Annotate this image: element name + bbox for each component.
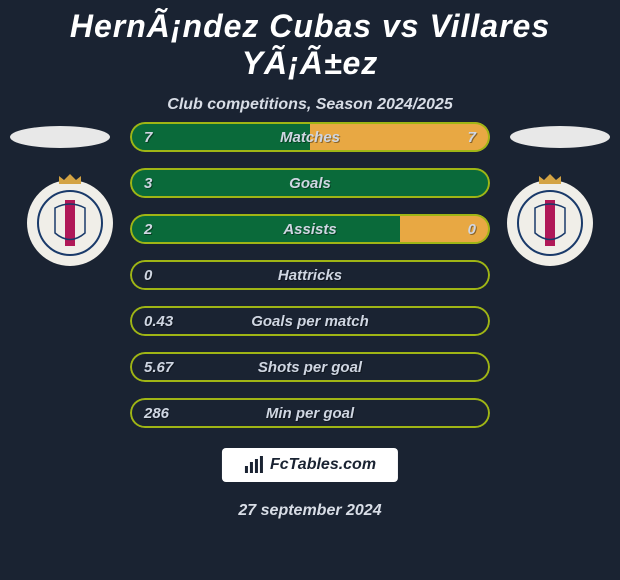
crown-icon bbox=[57, 172, 83, 186]
stat-label: Goals per match bbox=[251, 313, 369, 330]
stat-label: Assists bbox=[283, 221, 336, 238]
stat-row: 3 Goals bbox=[130, 168, 490, 198]
stat-row: 0 Hattricks bbox=[130, 260, 490, 290]
stat-label: Min per goal bbox=[266, 405, 354, 422]
stat-label: Matches bbox=[280, 129, 340, 146]
stat-value-left: 7 bbox=[144, 129, 152, 146]
shield-icon bbox=[35, 188, 105, 258]
stat-row: 5.67 Shots per goal bbox=[130, 352, 490, 382]
stat-label: Hattricks bbox=[278, 267, 342, 284]
stat-bar-right bbox=[400, 214, 490, 244]
stat-value-left: 2 bbox=[144, 221, 152, 238]
branding-badge: FcTables.com bbox=[222, 448, 398, 482]
avatar-left-placeholder bbox=[10, 126, 110, 148]
club-badge-right bbox=[500, 180, 600, 266]
stat-value-right: 0 bbox=[468, 221, 476, 238]
stat-bar-left bbox=[130, 214, 400, 244]
stat-value-left: 3 bbox=[144, 175, 152, 192]
branding-text: FcTables.com bbox=[270, 456, 376, 474]
chart-icon bbox=[244, 456, 264, 474]
stat-label: Shots per goal bbox=[258, 359, 362, 376]
stats-container: 7 Matches 7 3 Goals 2 Assists 0 0 Hattricks 0.43 Go… bbox=[130, 122, 490, 444]
crown-icon bbox=[537, 172, 563, 186]
date-text: 27 september 2024 bbox=[238, 502, 381, 520]
stat-value-left: 0 bbox=[144, 267, 152, 284]
stat-label: Goals bbox=[289, 175, 331, 192]
stat-value-left: 5.67 bbox=[144, 359, 173, 376]
stat-row: 2 Assists 0 bbox=[130, 214, 490, 244]
page-subtitle: Club competitions, Season 2024/2025 bbox=[0, 96, 620, 114]
stat-value-left: 0.43 bbox=[144, 313, 173, 330]
stat-row: 0.43 Goals per match bbox=[130, 306, 490, 336]
club-badge-left bbox=[20, 180, 120, 266]
stat-value-right: 7 bbox=[468, 129, 476, 146]
stat-value-left: 286 bbox=[144, 405, 169, 422]
avatar-right-placeholder bbox=[510, 126, 610, 148]
stat-row: 7 Matches 7 bbox=[130, 122, 490, 152]
shield-icon bbox=[515, 188, 585, 258]
page-title: HernÃ¡ndez Cubas vs Villares YÃ¡Ã±ez bbox=[0, 0, 620, 82]
stat-row: 286 Min per goal bbox=[130, 398, 490, 428]
